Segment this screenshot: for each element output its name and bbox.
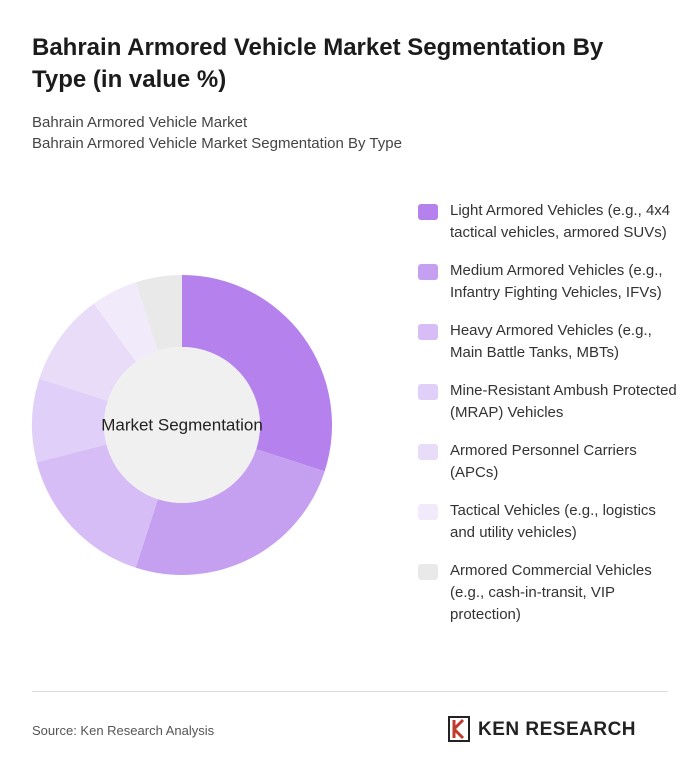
- legend-label: Mine-Resistant Ambush Protected (MRAP) V…: [450, 382, 677, 421]
- legend-item: Light Armored Vehicles (e.g., 4x4 tactic…: [418, 200, 680, 244]
- legend-swatch: [418, 504, 438, 520]
- legend-swatch: [418, 324, 438, 340]
- donut-slice: [36, 444, 158, 568]
- chart-title: Bahrain Armored Vehicle Market Segmentat…: [32, 34, 604, 93]
- center-label: Market Segmentation: [101, 415, 263, 434]
- divider: [32, 691, 668, 692]
- donut-slice: [39, 303, 137, 401]
- donut-slice: [182, 275, 333, 472]
- legend-swatch: [418, 444, 438, 460]
- legend-label: Light Armored Vehicles (e.g., 4x4 tactic…: [450, 202, 671, 241]
- legend-item: Medium Armored Vehicles (e.g., Infantry …: [418, 260, 680, 304]
- subtitle: Bahrain Armored Vehicle Market Segmentat…: [32, 135, 402, 152]
- legend-swatch: [418, 384, 438, 400]
- subtitle: Bahrain Armored Vehicle Market: [32, 114, 248, 131]
- donut-slice: [32, 378, 108, 463]
- legend-swatch: [418, 264, 438, 280]
- legend: Light Armored Vehicles (e.g., 4x4 tactic…: [418, 200, 680, 642]
- legend-label: Armored Commercial Vehicles (e.g., cash-…: [450, 562, 652, 623]
- brand-icon: [448, 716, 470, 742]
- legend-label: Medium Armored Vehicles (e.g., Infantry …: [450, 262, 663, 301]
- brand: KEN RESEARCH: [478, 719, 637, 740]
- source: Source: Ken Research Analysis: [32, 723, 215, 738]
- legend-item: Tactical Vehicles (e.g., logistics and u…: [418, 500, 680, 544]
- donut-slice: [135, 275, 182, 351]
- donut-slice: [135, 449, 325, 575]
- legend-swatch: [418, 204, 438, 220]
- legend-item: Armored Commercial Vehicles (e.g., cash-…: [418, 560, 680, 626]
- legend-item: Mine-Resistant Ambush Protected (MRAP) V…: [418, 380, 680, 424]
- legend-label: Tactical Vehicles (e.g., logistics and u…: [450, 502, 656, 541]
- legend-label: Heavy Armored Vehicles (e.g., Main Battl…: [450, 322, 652, 361]
- legend-item: Heavy Armored Vehicles (e.g., Main Battl…: [418, 320, 680, 364]
- legend-swatch: [418, 564, 438, 580]
- legend-item: Armored Personnel Carriers (APCs): [418, 440, 680, 484]
- donut-hole: [104, 347, 260, 503]
- donut-slice: [93, 282, 158, 362]
- legend-label: Armored Personnel Carriers (APCs): [450, 442, 637, 481]
